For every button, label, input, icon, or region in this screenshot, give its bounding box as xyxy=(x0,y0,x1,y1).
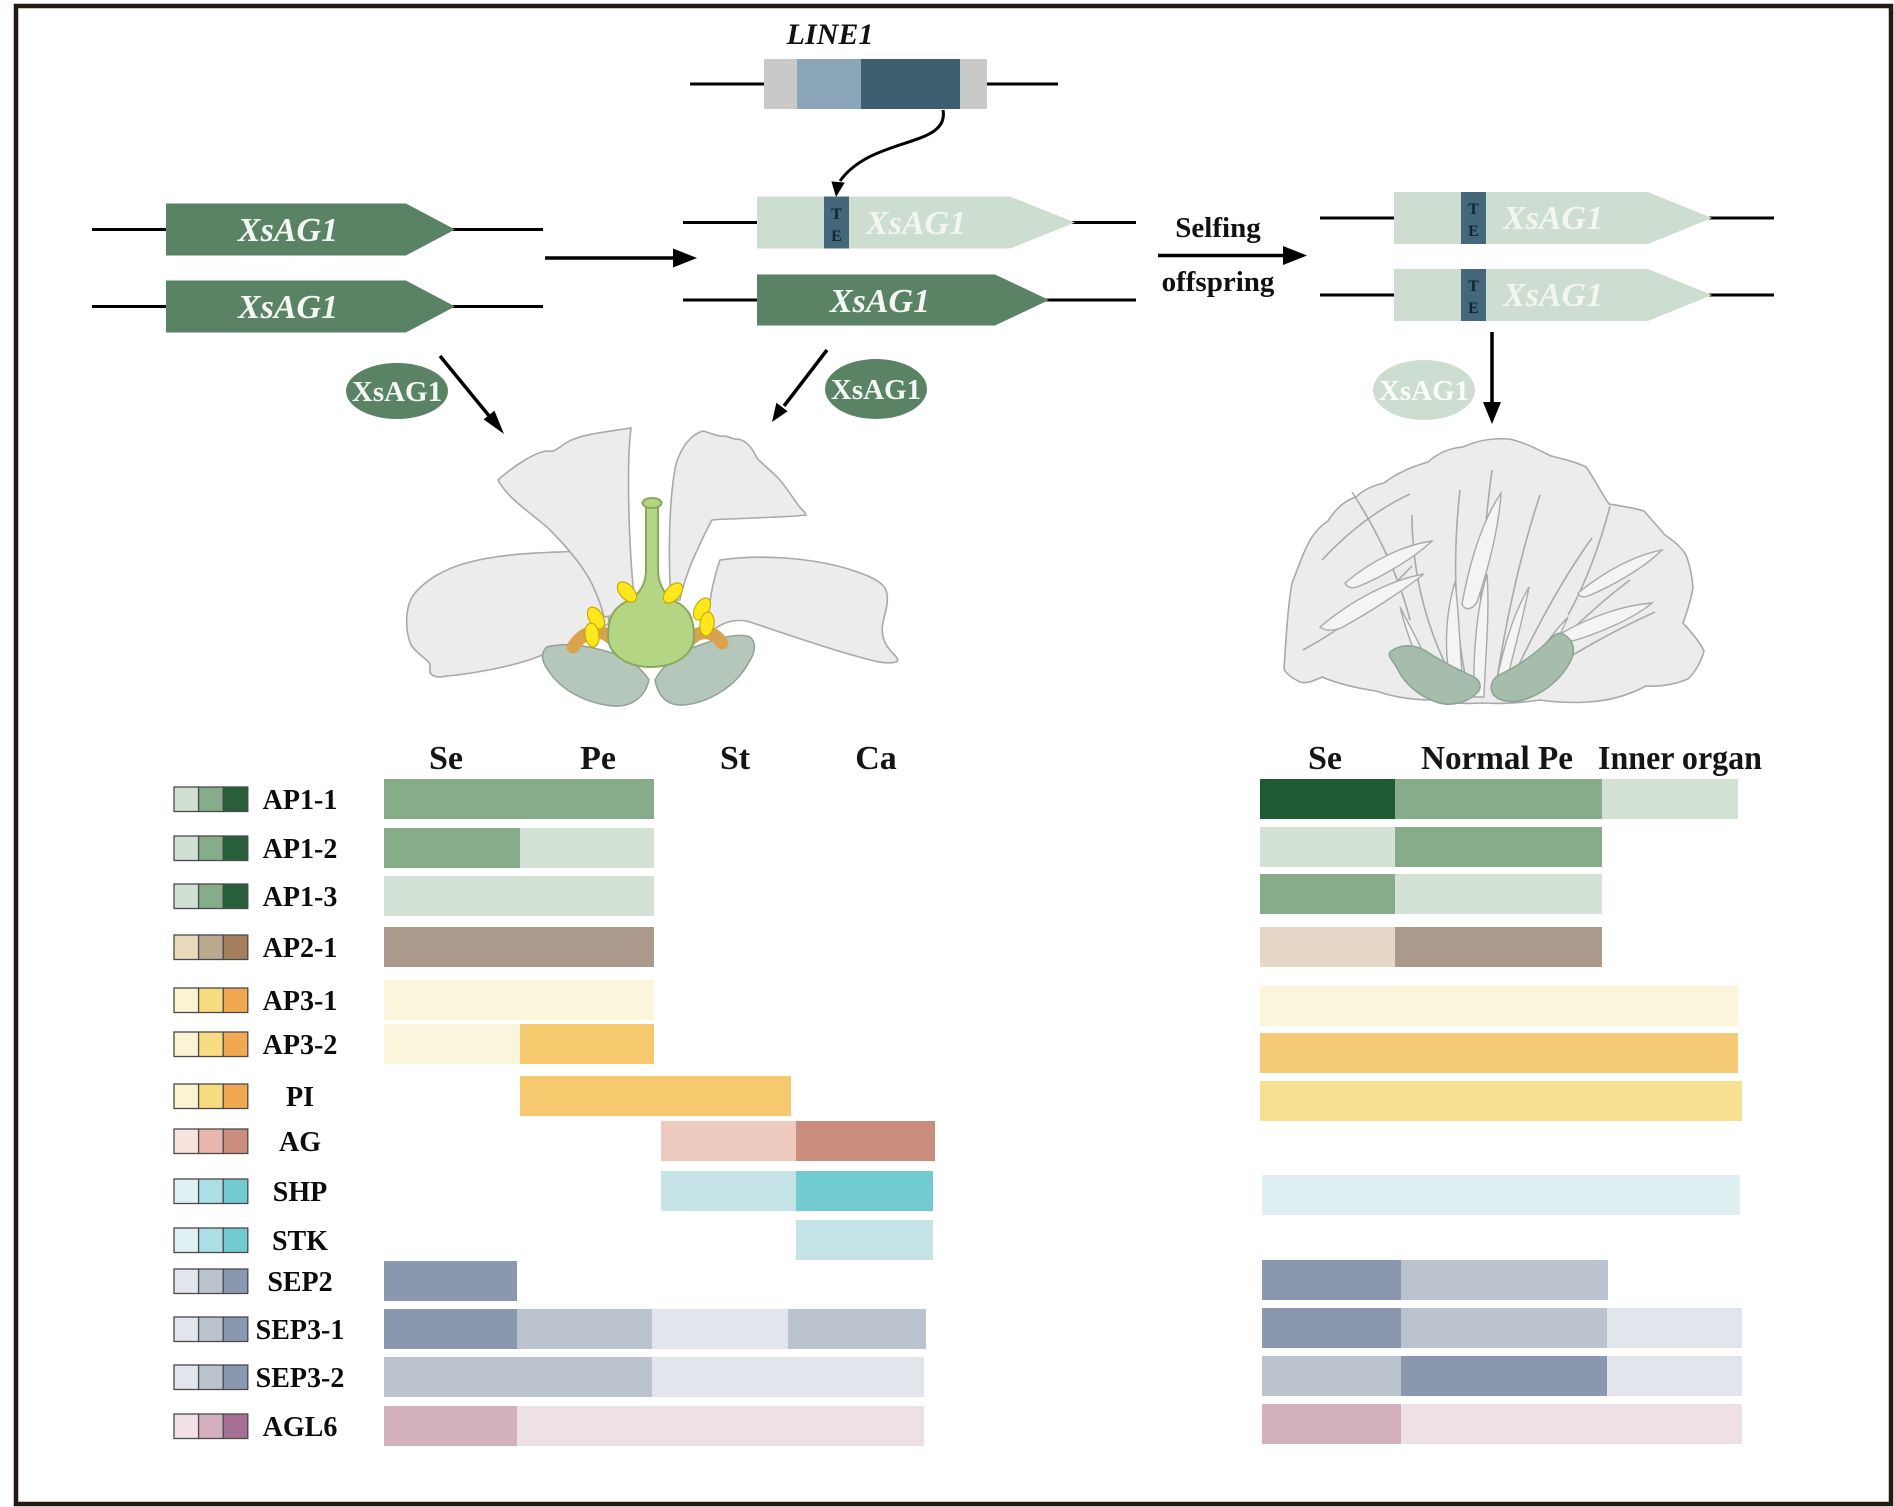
svg-text:XsAG1: XsAG1 xyxy=(831,374,921,406)
svg-text:T: T xyxy=(1468,278,1479,295)
svg-text:XsAG1: XsAG1 xyxy=(1379,375,1469,407)
svg-text:AP3-1: AP3-1 xyxy=(263,986,338,1017)
svg-text:AG: AG xyxy=(279,1127,321,1158)
svg-text:Se: Se xyxy=(429,740,463,777)
svg-text:AP2-1: AP2-1 xyxy=(263,933,338,964)
svg-text:Pe: Pe xyxy=(580,740,616,777)
svg-text:Selfing: Selfing xyxy=(1175,212,1261,244)
svg-text:PI: PI xyxy=(286,1082,314,1113)
svg-text:STK: STK xyxy=(272,1226,328,1257)
svg-text:XsAG1: XsAG1 xyxy=(829,283,930,320)
svg-text:Normal Pe: Normal Pe xyxy=(1421,740,1573,777)
svg-text:E: E xyxy=(831,228,842,245)
svg-text:AGL6: AGL6 xyxy=(263,1412,338,1443)
svg-text:LINE1: LINE1 xyxy=(786,18,874,51)
svg-text:XsAG1: XsAG1 xyxy=(1502,277,1603,314)
svg-text:St: St xyxy=(720,740,751,777)
svg-text:Se: Se xyxy=(1308,740,1342,777)
svg-text:AP1-1: AP1-1 xyxy=(263,785,338,816)
svg-text:offspring: offspring xyxy=(1162,266,1275,298)
svg-text:Ca: Ca xyxy=(855,740,897,777)
svg-text:SEP3-1: SEP3-1 xyxy=(256,1315,345,1346)
svg-text:E: E xyxy=(1468,300,1479,317)
svg-text:SEP3-2: SEP3-2 xyxy=(256,1363,345,1394)
svg-text:SHP: SHP xyxy=(273,1177,327,1208)
svg-text:Inner organ: Inner organ xyxy=(1598,740,1762,777)
svg-text:XsAG1: XsAG1 xyxy=(237,289,338,326)
svg-text:AP1-2: AP1-2 xyxy=(263,834,338,865)
svg-text:XsAG1: XsAG1 xyxy=(237,212,338,249)
svg-text:AP1-3: AP1-3 xyxy=(263,882,338,913)
svg-text:XsAG1: XsAG1 xyxy=(865,205,966,242)
svg-text:SEP2: SEP2 xyxy=(267,1267,332,1298)
svg-text:XsAG1: XsAG1 xyxy=(1502,200,1603,237)
svg-text:AP3-2: AP3-2 xyxy=(263,1030,338,1061)
svg-text:T: T xyxy=(1468,201,1479,218)
svg-text:T: T xyxy=(831,206,842,223)
svg-text:E: E xyxy=(1468,223,1479,240)
svg-text:XsAG1: XsAG1 xyxy=(352,376,442,408)
